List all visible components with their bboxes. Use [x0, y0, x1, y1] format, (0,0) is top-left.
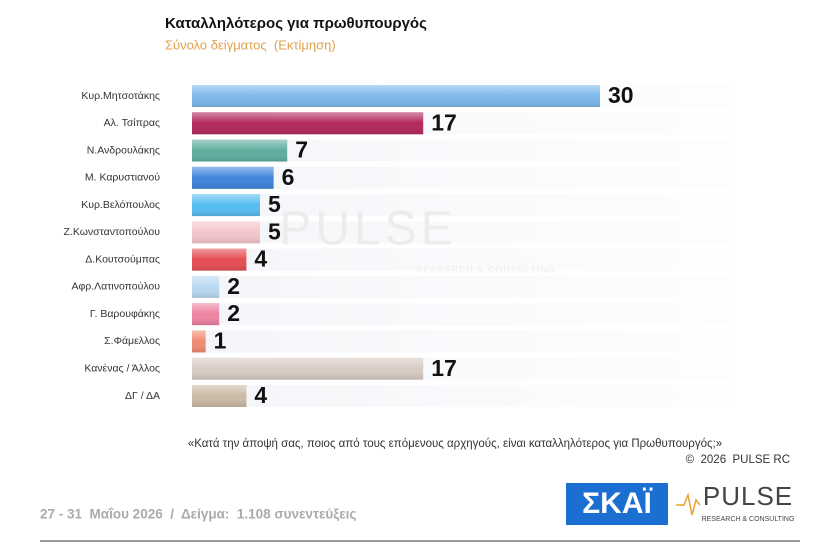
row-strip	[192, 303, 736, 326]
bar-shine	[192, 139, 288, 162]
bar-shine	[192, 357, 424, 380]
row-strip	[192, 194, 736, 217]
category-label: Σ.Φάμελλος	[104, 335, 160, 347]
value-label: 2	[227, 300, 240, 326]
value-label: 17	[431, 109, 457, 135]
value-label: 6	[282, 164, 295, 190]
category-label: Ν.Ανδρουλάκης	[87, 144, 160, 156]
chart-subtitle: Σύνολο δείγματος (Εκτίμηση)	[165, 37, 336, 52]
bar-shine	[192, 248, 247, 271]
category-label: Μ. Καρυστιανού	[85, 172, 160, 184]
category-label: Δ.Κουτσούμπας	[85, 253, 160, 265]
row-strip	[192, 384, 736, 407]
value-label: 30	[608, 82, 634, 108]
value-label: 17	[431, 355, 457, 381]
category-label: Κυρ.Μητσοτάκης	[81, 90, 160, 102]
pulse-logo: PULSE	[703, 481, 793, 511]
chart-title: Καταλληλότερος για πρωθυπουργός	[165, 15, 427, 32]
bar-shine	[192, 330, 206, 353]
value-label: 4	[254, 382, 267, 408]
row-strip	[192, 248, 736, 271]
row-strip	[192, 275, 736, 298]
bar-shine	[192, 221, 260, 244]
category-label: Αφρ.Λατινοπούλου	[71, 281, 160, 293]
bar-shine	[192, 166, 274, 189]
skai-logo-box	[566, 483, 668, 525]
category-label: Ζ.Κωνσταντοπούλου	[64, 226, 161, 238]
value-label: 4	[254, 246, 267, 272]
category-label: Γ. Βαρουφάκης	[90, 308, 160, 320]
row-strip	[192, 330, 736, 353]
footer: 27 - 31 Μαΐου 2026 / Δείγμα: 1.108 συνεν…	[40, 507, 356, 522]
category-label: Κυρ.Βελόπουλος	[81, 199, 160, 211]
bar-shine	[192, 194, 260, 217]
bar-shine	[192, 112, 424, 135]
bar-shine	[192, 275, 220, 298]
pulse-tagline: RESEARCH & CONSULTING	[702, 516, 795, 523]
watermark-tagline: RESEARCH & CONSULTING	[416, 264, 556, 274]
copyright: © 2026 PULSE RC	[686, 454, 790, 466]
value-label: 5	[268, 218, 281, 244]
bar-shine	[192, 303, 220, 326]
row-strip	[192, 166, 736, 189]
value-label: 5	[268, 191, 281, 217]
value-label: 7	[295, 137, 308, 163]
category-label: ΔΓ / ΔΑ	[125, 390, 160, 402]
row-strip	[192, 221, 736, 244]
value-label: 1	[214, 328, 227, 354]
row-strip	[192, 139, 736, 162]
bar-shine	[192, 85, 600, 107]
bar-shine	[192, 384, 247, 407]
skai-logo: ΣΚΑΪ	[582, 487, 652, 520]
category-label: Κανένας / Άλλος	[84, 362, 160, 374]
value-label: 2	[227, 273, 240, 299]
pulse-logo-wave	[676, 492, 701, 516]
background-strips	[192, 85, 736, 407]
question: «Κατά την άποψή σας, ποιος από τους επόμ…	[188, 438, 722, 450]
category-label: Αλ. Τσίπρας	[104, 117, 160, 129]
watermark: PULSE	[279, 203, 456, 256]
